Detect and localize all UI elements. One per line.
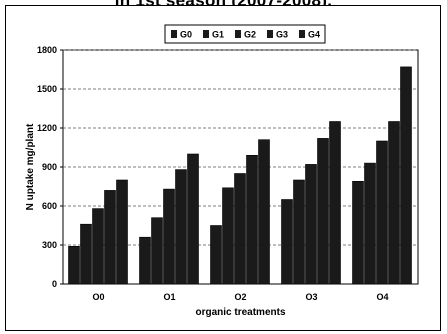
x-tick-label: O2 bbox=[234, 292, 246, 302]
bar bbox=[317, 138, 329, 285]
bar bbox=[364, 162, 376, 285]
y-axis-title: N uptake mg/plant bbox=[25, 123, 36, 210]
bar bbox=[151, 217, 163, 285]
x-tick-label: O4 bbox=[376, 292, 388, 302]
bar bbox=[139, 236, 151, 285]
bar bbox=[234, 173, 246, 285]
legend-box bbox=[164, 24, 326, 44]
bar bbox=[388, 121, 400, 285]
bar bbox=[163, 188, 175, 285]
bar bbox=[210, 225, 222, 285]
bar bbox=[376, 140, 388, 285]
y-tick-label: 0 bbox=[52, 279, 57, 289]
legend-swatch bbox=[267, 30, 273, 38]
y-tick-label: 900 bbox=[42, 162, 57, 172]
bar bbox=[80, 223, 92, 285]
legend-swatch bbox=[235, 30, 241, 38]
bar bbox=[104, 190, 116, 285]
y-tick-label: 1200 bbox=[37, 123, 57, 133]
bar bbox=[92, 208, 104, 285]
y-tick-label: 300 bbox=[42, 240, 57, 250]
legend-swatch bbox=[299, 30, 305, 38]
legend-label: G4 bbox=[308, 30, 320, 40]
legend-label: G0 bbox=[180, 30, 192, 40]
bar bbox=[175, 169, 187, 285]
y-tick-label: 1500 bbox=[37, 84, 57, 94]
bar bbox=[258, 139, 270, 285]
legend-label: G3 bbox=[276, 30, 288, 40]
bar bbox=[305, 164, 317, 285]
legend-swatch bbox=[171, 30, 177, 38]
legend-label: G2 bbox=[244, 30, 256, 40]
y-tick-label: 600 bbox=[42, 201, 57, 211]
bar bbox=[293, 179, 305, 285]
bar bbox=[222, 187, 234, 285]
bar bbox=[329, 121, 341, 285]
bar bbox=[187, 153, 199, 285]
bar bbox=[400, 66, 412, 285]
bar bbox=[352, 181, 364, 285]
legend-swatch bbox=[203, 30, 209, 38]
legend-label: G1 bbox=[212, 30, 224, 40]
x-axis-title: organic treatments bbox=[195, 307, 285, 318]
x-tick-label: O1 bbox=[163, 292, 175, 302]
bar bbox=[68, 246, 80, 285]
x-tick-label: O0 bbox=[92, 292, 104, 302]
x-tick-label: O3 bbox=[305, 292, 317, 302]
bar bbox=[281, 199, 293, 285]
bar bbox=[116, 179, 128, 285]
chart-title: in 1st season (2007-2008). bbox=[0, 0, 447, 9]
bar bbox=[246, 155, 258, 285]
y-tick-label: 1800 bbox=[37, 45, 57, 55]
